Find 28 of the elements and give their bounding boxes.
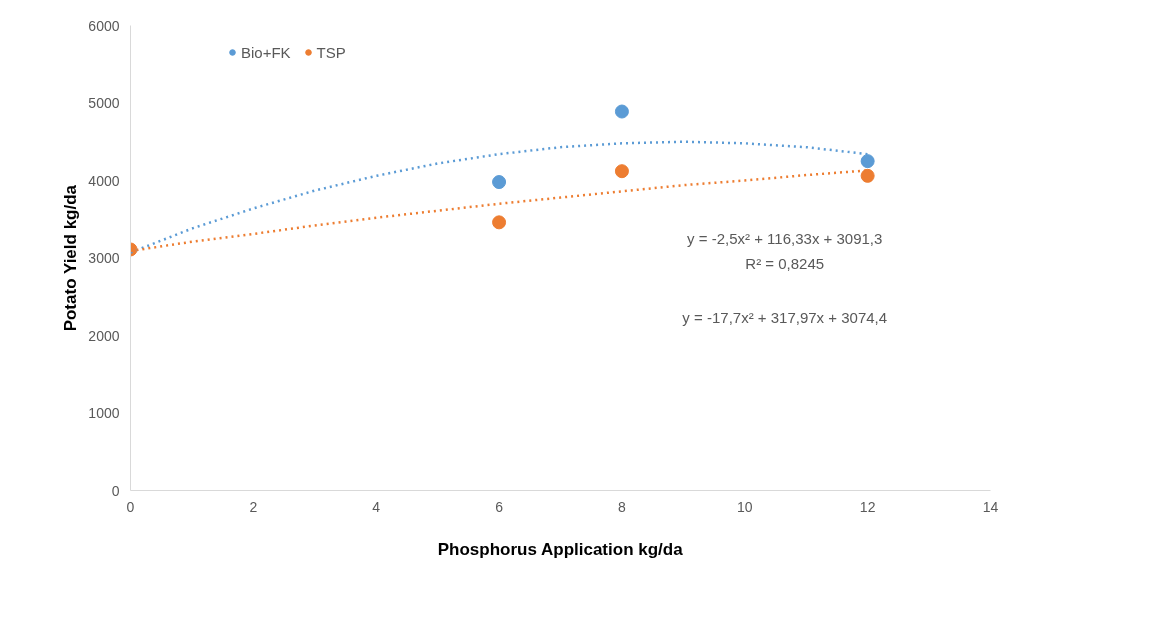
x-tick-label: 6 [495,498,504,515]
y-tick-label: 2000 [88,327,120,344]
x-tick-label: 0 [126,498,135,515]
legend-label: TSP [316,43,346,61]
annotation: y = -17,7x² + 317,97x + 3074,4 [682,309,888,327]
y-tick-label: 4000 [88,172,120,189]
legend-label: Bio+FK [241,43,291,61]
point [860,168,875,183]
point [614,164,629,179]
x-axis-title: Phosphorus Application kg/da [437,539,684,559]
point [492,175,507,190]
x-tick-label: 8 [618,498,627,515]
x-tick-label: 14 [982,498,999,515]
annotation: R² = 0,8245 [745,254,825,272]
y-tick-label: 5000 [88,95,120,111]
point [614,104,629,119]
point [860,154,875,169]
x-tick-label: 12 [859,498,876,515]
point [492,215,507,230]
annotation: y = -2,5x² + 116,33x + 3091,3 [687,230,883,248]
y-axis-title: Potato Yield kg/da [61,184,81,332]
x-tick-label: 10 [737,498,753,515]
y-tick-label: 0 [111,482,120,499]
y-tick-label: 6000 [88,17,120,34]
x-tick-label: 2 [249,498,258,515]
x-tick-label: 4 [372,498,381,515]
y-tick-label: 1000 [88,405,120,421]
y-tick-label: 3000 [88,250,120,266]
